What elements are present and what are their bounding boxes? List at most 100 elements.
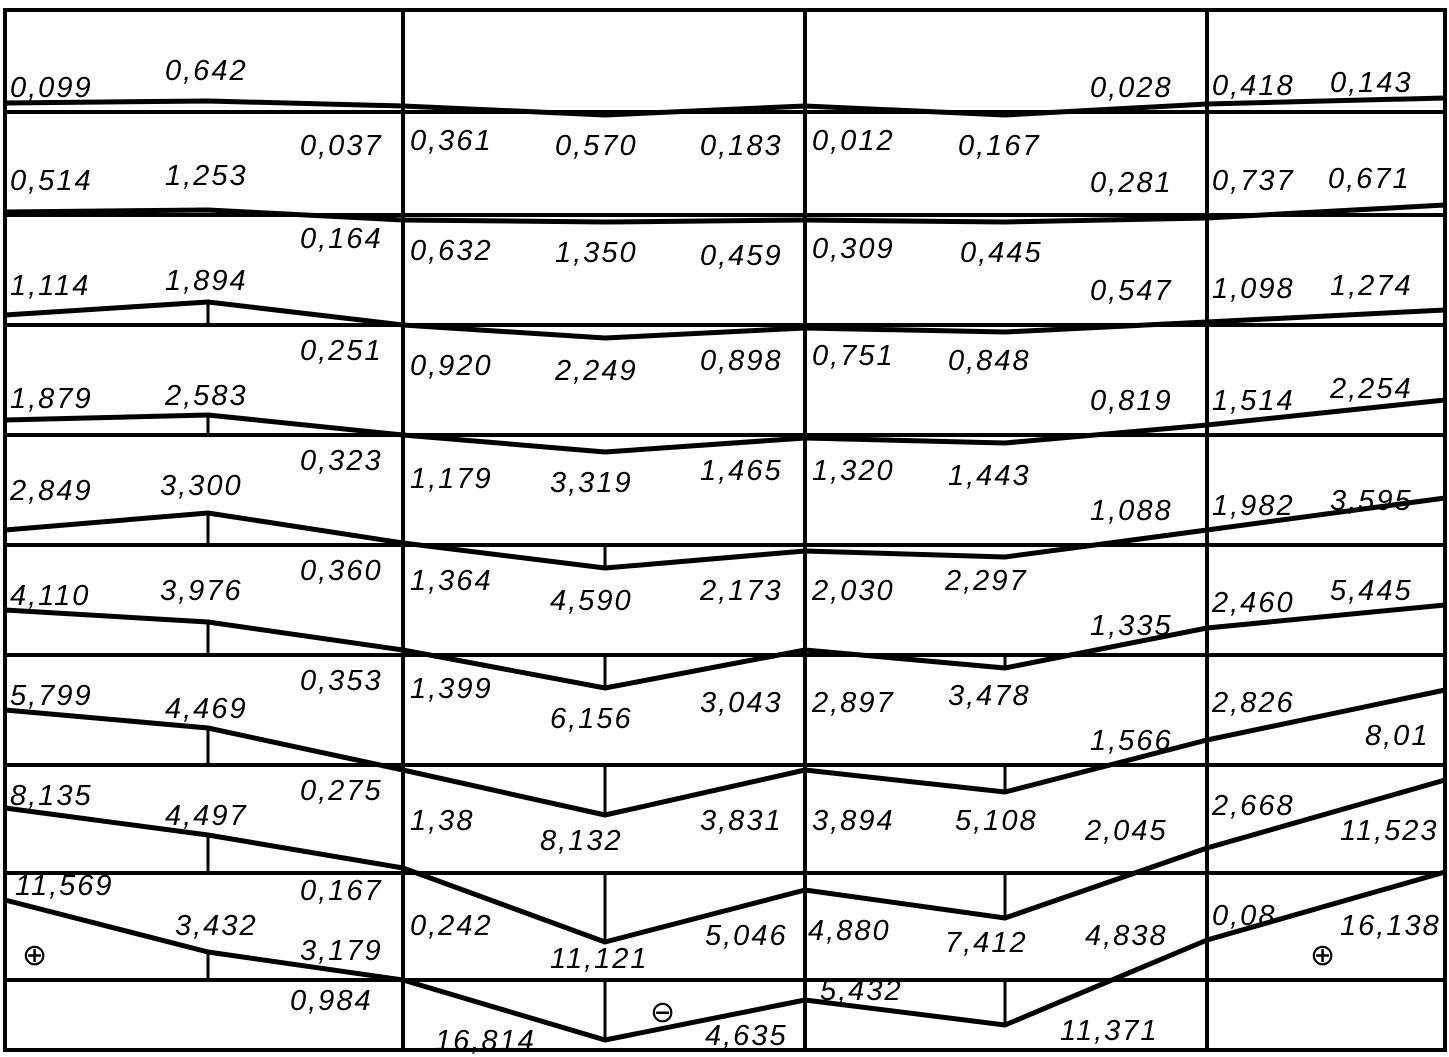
- moment-value-label: 1,38: [410, 805, 474, 837]
- moment-value-label: 0,547: [1090, 275, 1173, 307]
- moment-value-label: 0,751: [812, 340, 895, 372]
- moment-value-label: 1,274: [1330, 270, 1413, 302]
- moment-value-label: 2,460: [1211, 587, 1295, 619]
- moment-value-label: 5,799: [10, 680, 93, 712]
- moment-value-label: 1,982: [1212, 490, 1295, 522]
- moment-value-label: 3,179: [300, 935, 383, 967]
- moment-value-label: 4,590: [550, 585, 633, 617]
- plus-sign-icon: ⊕: [1310, 938, 1335, 973]
- moment-value-label: 8,135: [10, 780, 93, 812]
- moment-value-label: 5,108: [955, 805, 1038, 837]
- moment-curve: [4, 777, 1446, 945]
- moment-value-label: 11,523: [1340, 815, 1439, 847]
- moment-value-label: 0,632: [410, 235, 493, 267]
- moment-value-label: 8,01: [1365, 720, 1429, 752]
- moment-value-label: 2,849: [9, 475, 93, 507]
- moment-curve: [4, 95, 1446, 118]
- moment-curves: [4, 95, 1446, 1043]
- moment-value-label: 7,412: [945, 927, 1028, 959]
- moment-value-label: 4,635: [705, 1020, 788, 1052]
- moment-value-label: 1,350: [555, 237, 638, 269]
- moment-curve: [4, 687, 1446, 818]
- moment-value-label: 11,371: [1060, 1015, 1159, 1047]
- moment-value-label: 2,826: [1211, 687, 1295, 719]
- moment-value-label: 1,364: [410, 565, 493, 597]
- moment-value-label: 6,156: [550, 703, 633, 735]
- moment-value-label: 1,514: [1212, 385, 1295, 417]
- moment-value-label: 0,028: [1090, 72, 1173, 104]
- moment-value-label: 0,353: [300, 665, 383, 697]
- moment-value-label: 0,418: [1212, 70, 1295, 102]
- moment-curve: [4, 869, 1446, 1043]
- moment-value-label: 0,275: [300, 775, 383, 807]
- moment-value-label: 0,309: [812, 233, 895, 265]
- moment-value-label: 1,179: [410, 463, 493, 495]
- moment-curve: [4, 202, 1446, 225]
- moment-value-label: 2,173: [699, 575, 783, 607]
- moment-value-label: 0,819: [1090, 385, 1173, 417]
- moment-value-label: 3,831: [700, 805, 783, 837]
- moment-value-label: 3,595: [1330, 485, 1413, 517]
- moment-value-label: 0,898: [700, 345, 783, 377]
- moment-value-label: 3,043: [700, 687, 783, 719]
- moment-value-label: 0,143: [1330, 67, 1413, 99]
- moment-value-label: 0,164: [300, 223, 383, 255]
- moment-value-label: 4,497: [165, 800, 248, 832]
- moment-value-label: 1,443: [948, 460, 1031, 492]
- moment-value-label: 1,098: [1212, 273, 1295, 305]
- moment-curve: [4, 495, 1446, 571]
- moment-value-label: 1,894: [165, 265, 248, 297]
- moment-value-label: 16,138: [1340, 910, 1441, 942]
- moment-value-label: 1,879: [10, 383, 93, 415]
- moment-value-label: 2,045: [1084, 815, 1168, 847]
- moment-value-label: 0,099: [10, 72, 93, 104]
- value-labels: 0,099 0,642 0,028 0,418 0,143 0,037 0,514 1,253…: [9, 55, 1441, 1057]
- moment-value-label: 1,399: [410, 673, 493, 705]
- moment-value-label: 0,514: [10, 165, 93, 197]
- moment-value-label: 1,465: [700, 455, 783, 487]
- moment-value-label: 2,249: [554, 355, 638, 387]
- moment-value-label: 4,838: [1085, 920, 1168, 952]
- moment-value-label: 2,030: [811, 575, 895, 607]
- moment-value-label: 2,897: [811, 687, 895, 719]
- moment-value-label: 4,880: [808, 915, 891, 947]
- moment-value-label: 3,432: [175, 910, 258, 942]
- moment-value-label: 3,894: [812, 805, 895, 837]
- moment-value-label: 3,300: [160, 470, 243, 502]
- moment-value-label: 3,319: [550, 467, 633, 499]
- moment-value-label: 0,360: [300, 555, 383, 587]
- moment-curve: [4, 397, 1446, 455]
- plus-sign-icon: ⊕: [22, 938, 47, 973]
- frame-grid: [3, 8, 1447, 1052]
- moment-value-label: 3,976: [160, 575, 243, 607]
- moment-value-label: 0,167: [300, 875, 383, 907]
- moment-value-label: 0,570: [555, 130, 638, 162]
- moment-value-label: 1,335: [1090, 610, 1173, 642]
- moment-value-label: 0,445: [960, 237, 1043, 269]
- moment-value-label: 0,08: [1212, 900, 1276, 932]
- moment-value-label: 8,132: [540, 825, 623, 857]
- moment-value-label: 5,445: [1330, 575, 1413, 607]
- moment-value-label: 5,432: [820, 975, 903, 1007]
- moment-value-label: 0,642: [165, 55, 248, 87]
- moment-curve: [4, 299, 1446, 341]
- moment-value-label: 0,361: [410, 125, 493, 157]
- moment-value-label: 0,920: [410, 350, 493, 382]
- moment-value-label: 0,737: [1212, 165, 1295, 197]
- moment-value-label: 16,814: [435, 1025, 536, 1057]
- moment-value-label: 0,012: [812, 125, 895, 157]
- moment-value-label: 1,253: [165, 160, 248, 192]
- moment-value-label: 0,167: [958, 130, 1041, 162]
- moment-value-label: 0,671: [1328, 163, 1411, 195]
- moment-value-label: 0,281: [1090, 167, 1173, 199]
- moment-value-label: 0,183: [700, 130, 783, 162]
- moment-curve: [4, 602, 1446, 691]
- moment-value-label: 0,459: [700, 240, 783, 272]
- moment-value-label: 0,242: [410, 910, 493, 942]
- moment-value-label: 0,984: [290, 985, 373, 1017]
- moment-value-label: 3,478: [948, 680, 1031, 712]
- moment-value-label: 1,320: [812, 455, 895, 487]
- moment-value-label: 2,583: [164, 380, 248, 412]
- moment-value-label: 2,668: [1211, 790, 1295, 822]
